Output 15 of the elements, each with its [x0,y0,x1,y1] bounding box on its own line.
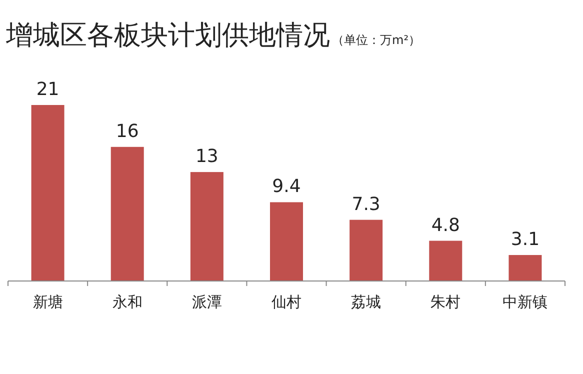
x-tick-label: 中新镇 [502,293,548,311]
data-label: 3.1 [510,229,540,250]
data-label: 4.8 [431,214,460,236]
x-tick-label: 新塘 [32,293,63,311]
title: 增城区各板块计划供地情况（单位：万m²） [6,20,420,51]
data-label: 13 [195,146,218,168]
data-label: 21 [36,79,60,100]
data-label: 7.3 [352,194,380,215]
data-label: 16 [116,120,139,142]
x-tick-label: 永和 [112,293,142,311]
x-tick-label: 派潭 [192,293,222,311]
x-tick-label: 荔城 [351,293,382,311]
x-tick-label: 朱村 [430,293,461,311]
x-tick-label: 仙村 [272,293,302,311]
data-label: 9.4 [272,176,301,198]
